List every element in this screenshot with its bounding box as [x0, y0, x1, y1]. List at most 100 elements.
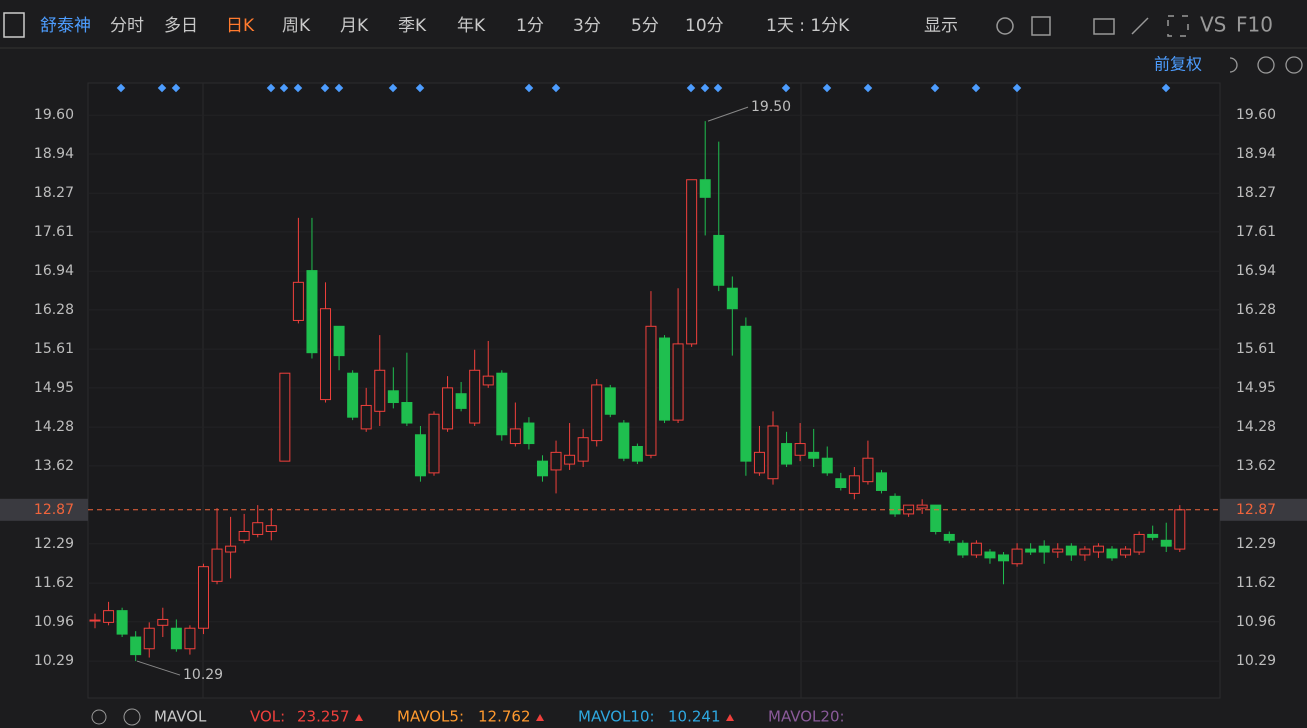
tab[interactable]: 1分 [516, 16, 544, 36]
candle-body [740, 325, 752, 462]
display-button[interactable]: 显示 [924, 16, 958, 36]
candle-body [536, 460, 548, 477]
tab[interactable]: 日K [226, 16, 255, 36]
annotation-leader [707, 106, 749, 122]
y-tick-label: 19.60 [34, 107, 74, 123]
reset-icon[interactable] [1229, 57, 1238, 73]
candle-body [482, 375, 494, 386]
y-tick-label: 17.61 [34, 224, 74, 240]
f10-button[interactable]: F10 [1236, 13, 1273, 37]
candle-body [970, 542, 982, 556]
zoom-out-icon[interactable] [1257, 56, 1275, 74]
event-marker [266, 83, 276, 93]
camera-icon[interactable] [1093, 18, 1115, 35]
y2-tick-label: 16.28 [1236, 302, 1276, 318]
y-tick-label: 12.29 [34, 536, 74, 552]
tab[interactable]: 月K [340, 16, 369, 36]
candle-body [1065, 545, 1077, 556]
pen-icon[interactable] [1131, 17, 1149, 35]
tab[interactable]: 3分 [573, 16, 601, 36]
candle-body [496, 372, 508, 436]
event-marker [388, 83, 398, 93]
candle-body [943, 533, 955, 541]
tab[interactable]: 年K [457, 16, 486, 36]
candle-body [184, 627, 196, 650]
candle-body [292, 281, 304, 321]
candle-body [509, 428, 521, 445]
candle-body [726, 287, 738, 310]
candle-body [442, 387, 454, 430]
indicator-value: 12.762 [478, 708, 531, 726]
y2-tick-label: 12.29 [1236, 536, 1276, 552]
candle-body [170, 627, 182, 650]
candle-body [1133, 533, 1145, 553]
trend-arrow [355, 714, 363, 721]
candle-body [265, 525, 277, 532]
candle-body [794, 443, 806, 456]
candle-body [1174, 509, 1186, 550]
fullscreen-icon[interactable] [1167, 15, 1189, 37]
candle-body [916, 504, 928, 509]
candle-body [252, 522, 264, 535]
candle-body [103, 610, 115, 623]
candle-body [1120, 548, 1132, 556]
candle-body [279, 372, 291, 462]
candle-body [360, 404, 372, 430]
tab[interactable]: 多日 [164, 16, 198, 36]
period-select[interactable]: 1天 : 1分K [766, 16, 850, 36]
candle-body [713, 234, 725, 286]
tab[interactable]: 分时 [110, 16, 144, 36]
candle-body [550, 451, 562, 471]
indicator-label: MAVOL20: [768, 708, 845, 726]
y-tick-label: 16.28 [34, 302, 74, 318]
shape-icon[interactable] [1031, 16, 1051, 36]
plot: 19.60 19.60 18.94 18.94 18.27 18.27 17.61 17.61… [0, 83, 1307, 698]
candle-body [374, 369, 386, 412]
vs-button[interactable]: VS [1200, 13, 1226, 37]
tab[interactable]: 季K [398, 16, 427, 36]
y-tick-label: 16.94 [34, 263, 74, 279]
event-marker [334, 83, 344, 93]
indicator-select[interactable]: MAVOL [154, 708, 207, 726]
annotation-leader [136, 660, 181, 676]
y2-tick-label: 18.27 [1236, 185, 1276, 201]
candle-body [333, 325, 345, 357]
settings-icon[interactable] [91, 709, 107, 725]
candle-body [130, 636, 142, 656]
sidebar-toggle[interactable] [3, 12, 25, 38]
candle-body [225, 545, 237, 553]
indicator-label: VOL: [250, 708, 285, 726]
close-icon[interactable] [123, 708, 141, 726]
event-marker [157, 83, 167, 93]
indicator-value: 23.257 [297, 708, 350, 726]
candle-body [564, 454, 576, 465]
tab[interactable]: 10分 [685, 16, 724, 36]
y-tick-label: 10.96 [34, 614, 74, 630]
candle-body [428, 413, 440, 474]
candle-body [781, 443, 793, 465]
candle-body [618, 422, 630, 459]
candle-body [143, 627, 155, 650]
candle-body [767, 425, 779, 480]
candle-body [116, 610, 128, 635]
settings-icon[interactable] [996, 17, 1014, 35]
adjust-select[interactable]: 前复权 [1154, 55, 1202, 74]
candle-body [821, 457, 833, 474]
candle-body [808, 451, 820, 459]
zoom-in-icon[interactable] [1285, 56, 1303, 74]
candle-body [753, 451, 765, 474]
candle-body [889, 495, 901, 515]
last-price-box [0, 498, 88, 521]
candle-body [414, 434, 426, 477]
candle-body [306, 270, 318, 354]
tab[interactable]: 周K [282, 16, 311, 36]
y-tick-label: 13.62 [34, 458, 74, 474]
candle-body [604, 387, 616, 415]
stock-name[interactable]: 舒泰神 [40, 16, 91, 36]
y2-tick-label: 11.62 [1236, 575, 1276, 591]
tab[interactable]: 5分 [631, 16, 659, 36]
candle-body [1038, 545, 1050, 553]
trend-arrow [536, 714, 544, 721]
y-tick-label: 18.94 [34, 146, 74, 162]
